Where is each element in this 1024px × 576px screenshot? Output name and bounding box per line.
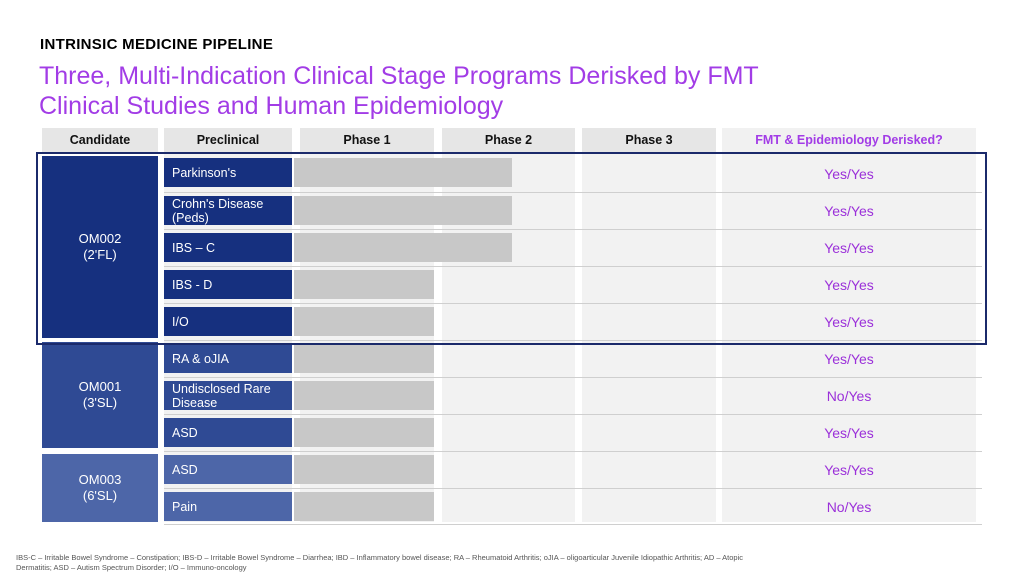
- header-phase-2: Phase 2: [442, 128, 575, 152]
- derisked-status: Yes/Yes: [824, 425, 874, 441]
- row-divider: [164, 414, 982, 415]
- indication-label: Undisclosed Rare Disease: [164, 381, 292, 410]
- abbreviations-footnote: IBS-C – Irritable Bowel Syndrome – Const…: [16, 553, 744, 572]
- row-divider: [164, 377, 982, 378]
- candidate-molecule: (3'SL): [82, 395, 118, 410]
- progress-bar: [294, 270, 434, 299]
- row-divider: [164, 451, 982, 452]
- derisked-status: Yes/Yes: [824, 351, 874, 367]
- derisked-status: No/Yes: [826, 499, 872, 515]
- row-divider: [164, 488, 982, 489]
- row-divider: [164, 303, 982, 304]
- indication-label: ASD: [164, 455, 292, 484]
- derisked-status: Yes/Yes: [824, 203, 874, 219]
- slide-title: Three, Multi-Indication Clinical Stage P…: [39, 61, 939, 121]
- candidate-name: OM003: [78, 472, 122, 487]
- row-divider: [164, 524, 982, 525]
- candidate-name: OM001: [78, 379, 122, 394]
- progress-bar: [294, 196, 512, 225]
- row-divider: [164, 229, 982, 230]
- indication-label: Crohn's Disease (Peds): [164, 196, 292, 225]
- progress-bar: [294, 381, 434, 410]
- candidate-molecule: (6'SL): [82, 488, 118, 503]
- progress-bar: [294, 344, 434, 373]
- slide-eyebrow: INTRINSIC MEDICINE PIPELINE: [40, 36, 274, 53]
- candidate-om003: OM003 (6'SL): [42, 454, 158, 522]
- indication-label: Parkinson's: [164, 158, 292, 187]
- col-bg-derisked: [722, 154, 976, 522]
- progress-bar: [294, 455, 434, 484]
- indication-label: Pain: [164, 492, 292, 521]
- row-divider: [164, 266, 982, 267]
- row-divider: [164, 340, 982, 341]
- progress-bar: [294, 158, 512, 187]
- indication-label: RA & oJIA: [164, 344, 292, 373]
- indication-label: ASD: [164, 418, 292, 447]
- candidate-molecule: (2'FL): [83, 247, 117, 262]
- candidate-om001: OM001 (3'SL): [42, 342, 158, 448]
- title-line-2: Clinical Studies and Human Epidemiology: [39, 92, 504, 120]
- indication-label: IBS - D: [164, 270, 292, 299]
- derisked-status: Yes/Yes: [824, 240, 874, 256]
- header-phase-3: Phase 3: [582, 128, 716, 152]
- header-preclinical: Preclinical: [164, 128, 292, 152]
- derisked-status: Yes/Yes: [824, 277, 874, 293]
- col-bg-phase3: [582, 154, 716, 522]
- derisked-status: Yes/Yes: [824, 314, 874, 330]
- progress-bar: [294, 492, 434, 521]
- title-line-1: Three, Multi-Indication Clinical Stage P…: [39, 62, 759, 90]
- derisked-status: No/Yes: [826, 388, 872, 404]
- header-derisked: FMT & Epidemiology Derisked?: [722, 128, 976, 152]
- derisked-status: Yes/Yes: [824, 462, 874, 478]
- progress-bar: [294, 233, 512, 262]
- row-divider: [164, 192, 982, 193]
- progress-bar: [294, 307, 434, 336]
- derisked-status: Yes/Yes: [824, 166, 874, 182]
- indication-label: I/O: [164, 307, 292, 336]
- candidate-name: OM002: [78, 231, 122, 246]
- om002-highlight-frame: [36, 152, 987, 345]
- header-candidate: Candidate: [42, 128, 158, 152]
- header-phase-1: Phase 1: [300, 128, 434, 152]
- indication-label: IBS – C: [164, 233, 292, 262]
- candidate-om002: OM002 (2'FL): [42, 156, 158, 338]
- progress-bar: [294, 418, 434, 447]
